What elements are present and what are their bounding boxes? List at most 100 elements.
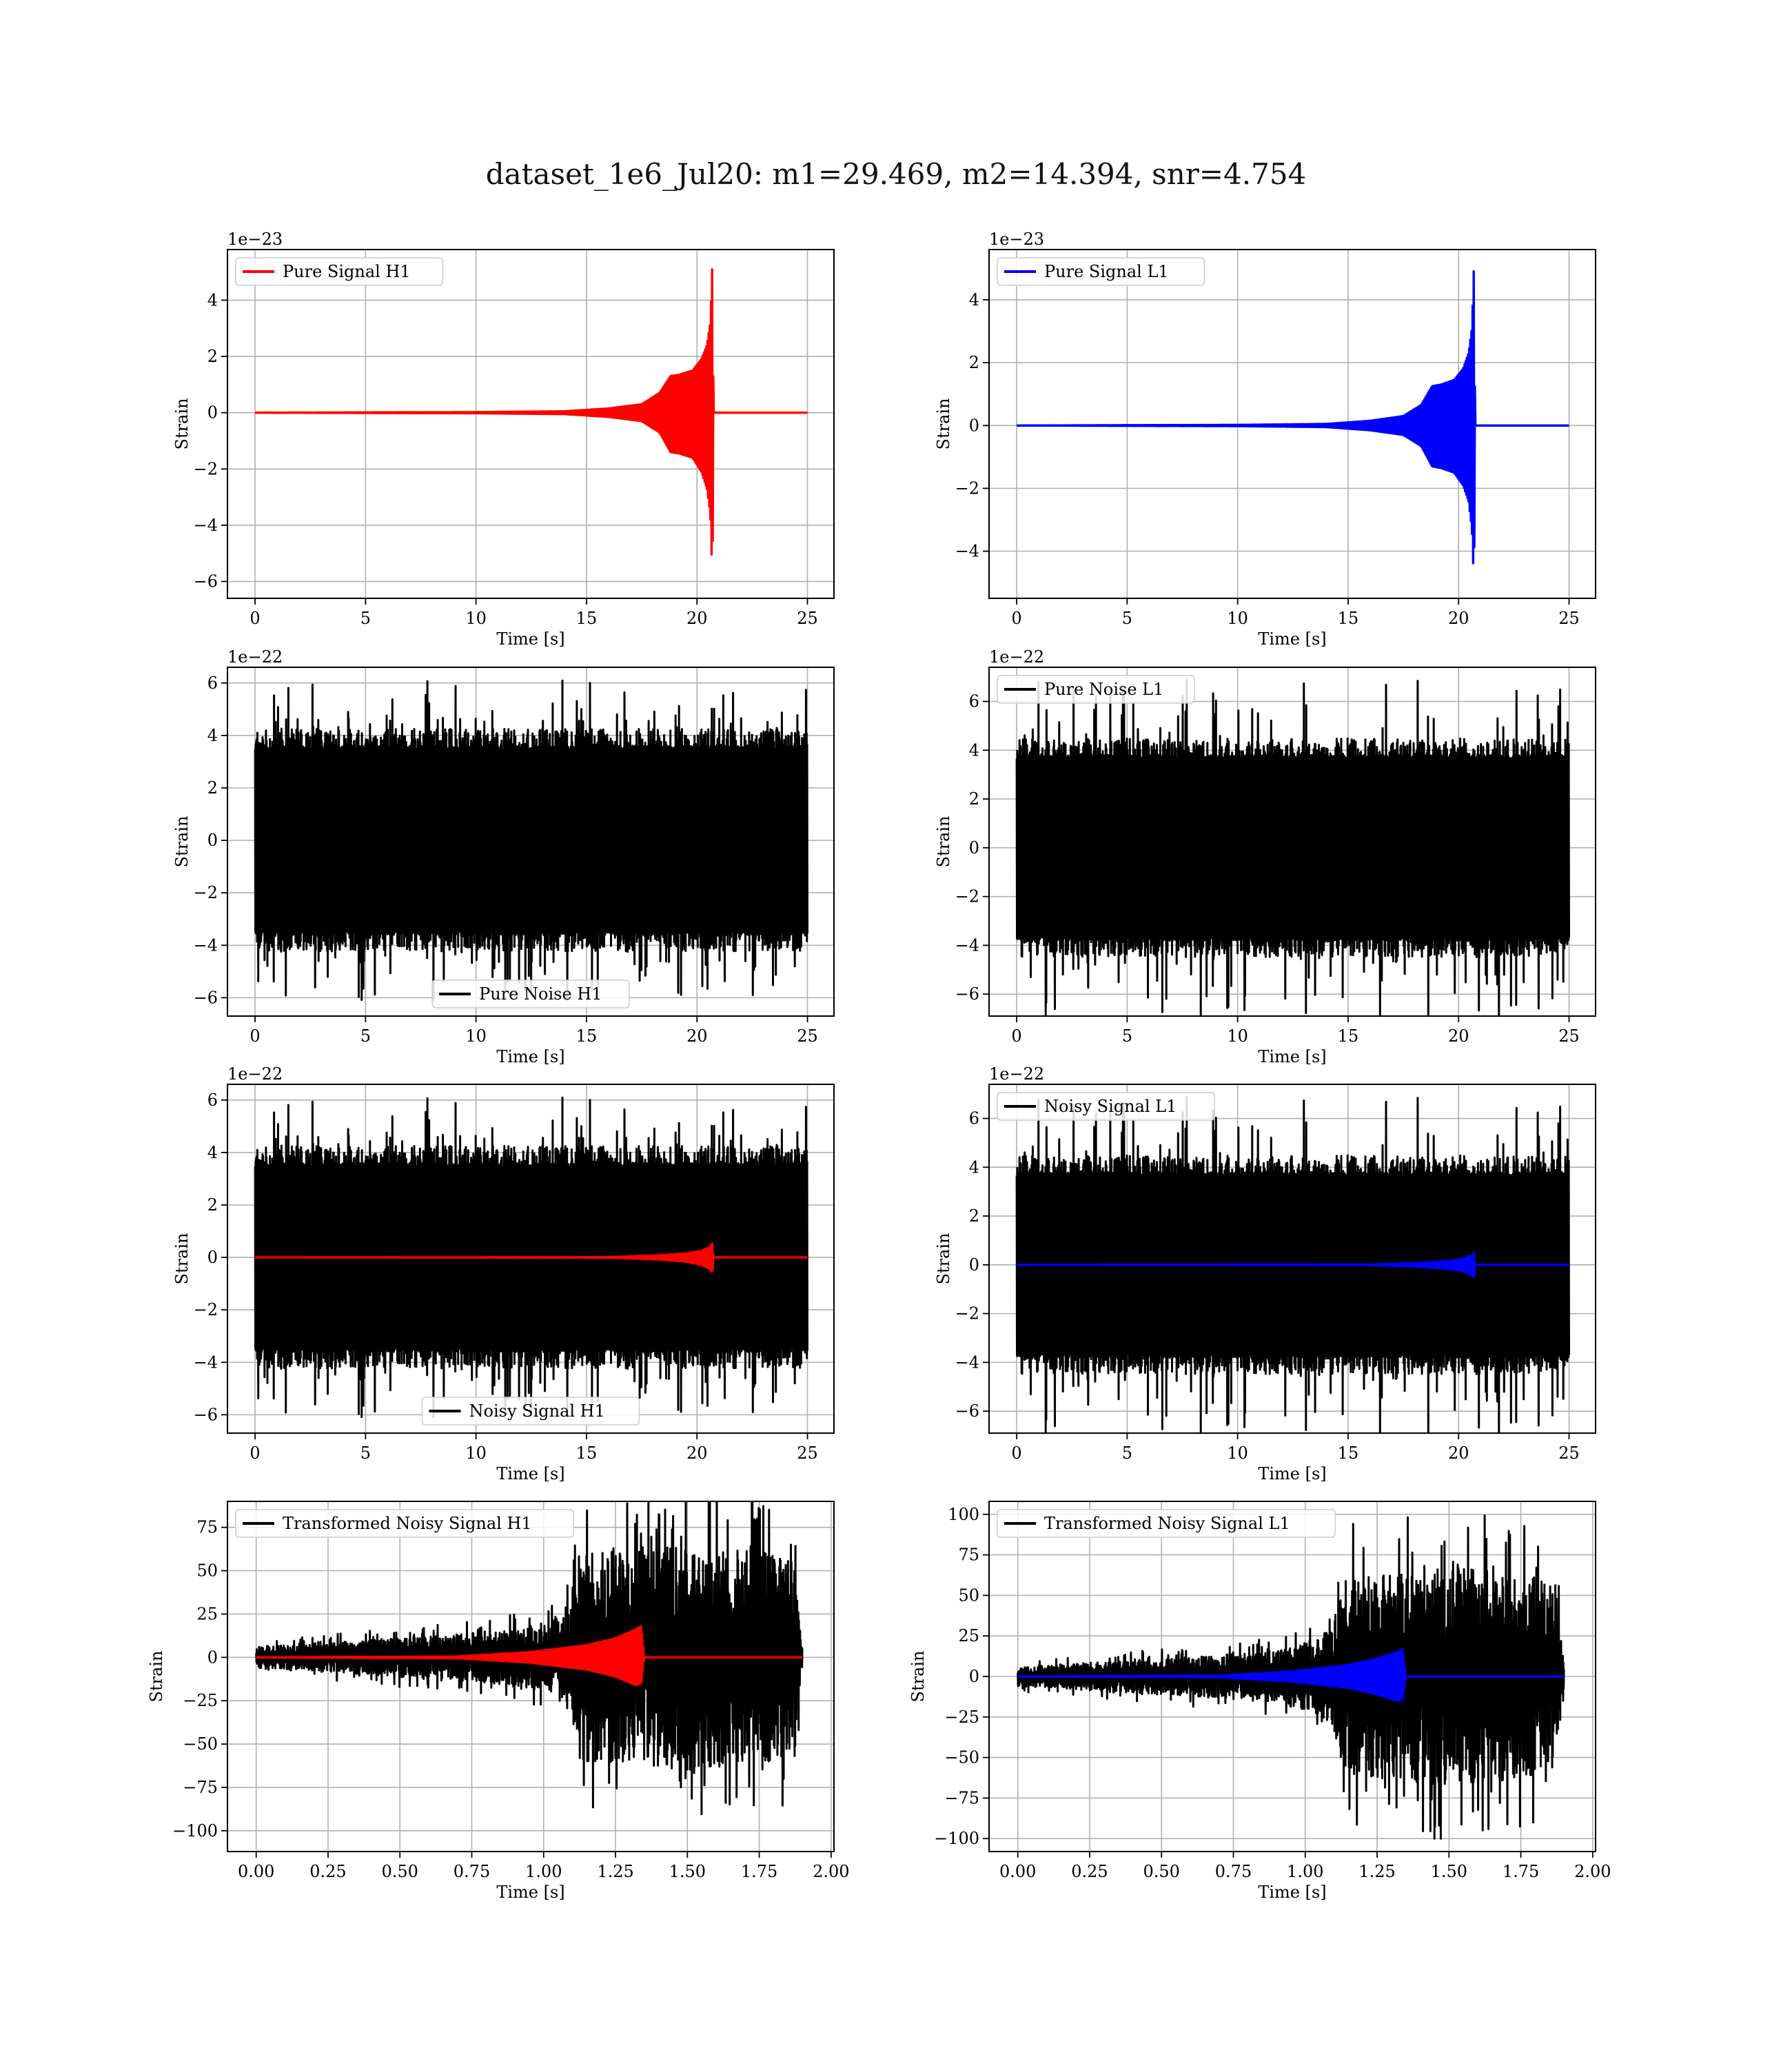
legend-box (431, 980, 630, 1008)
series-group (254, 679, 808, 1002)
axes-frame (988, 1084, 1596, 1434)
axes-frame (227, 667, 835, 1017)
y-axis-label: Strain (172, 816, 192, 868)
legend-box (235, 1509, 574, 1538)
series-group (254, 1096, 808, 1419)
y-tick-label: 2 (969, 789, 979, 809)
series-line-1 (255, 1625, 803, 1687)
series-line-0 (1015, 1096, 1570, 1433)
y-tick-label: 50 (958, 1585, 979, 1605)
subplot-row4-right: 0.00 0.25 0.50 0.75 1.00 1.25 1.50 1.75 2.00 100 7… (908, 1501, 1611, 1902)
series-line-0 (255, 1501, 804, 1816)
y-tick-label: −2 (194, 883, 218, 902)
x-tick-label: 10 (1227, 609, 1248, 628)
x-tick-label: 5 (360, 1443, 371, 1463)
legend: Transformed Noisy Signal L1 (997, 1509, 1336, 1538)
x-tick-label: 0 (250, 609, 260, 628)
legend: Transformed Noisy Signal H1 (235, 1509, 574, 1538)
x-tick-label: 0.75 (1215, 1862, 1252, 1881)
legend: Pure Noise L1 (997, 675, 1195, 704)
axes-frame (988, 249, 1596, 599)
x-tick-label: 0.00 (238, 1862, 274, 1881)
legend-box (997, 1509, 1336, 1538)
y-axis-label: Strain (172, 398, 192, 450)
y-axis-label: Strain (172, 1233, 192, 1285)
y-tick-label: 4 (969, 740, 979, 760)
y-tick-label: −100 (934, 1829, 979, 1848)
series-line-1 (1016, 1252, 1570, 1279)
x-tick-label: 0 (1011, 609, 1021, 628)
x-axis-label: Time [s] (496, 629, 564, 649)
series-line-1 (1017, 1648, 1565, 1702)
figure-title: dataset_1e6_Jul20: m1=29.469, m2=14.394,… (485, 157, 1307, 191)
y-tick-label: 4 (207, 290, 218, 310)
x-tick-label: 0 (250, 1026, 260, 1046)
axes-frame (227, 1084, 835, 1434)
y-tick-label: 2 (207, 347, 218, 366)
x-tick-label: 25 (1558, 1026, 1580, 1046)
x-tick-label: 20 (686, 1026, 708, 1046)
x-tick-label: 25 (1558, 609, 1580, 628)
x-tick-label: 25 (1558, 1443, 1580, 1463)
legend-box (421, 1397, 640, 1426)
offset-text: 1e−22 (227, 1064, 283, 1084)
x-axis-label: Time [s] (1258, 1047, 1326, 1066)
y-tick-label: −6 (194, 988, 218, 1007)
x-tick-label: 25 (797, 1443, 818, 1463)
x-tick-label: 10 (1227, 1026, 1248, 1046)
y-tick-label: −25 (183, 1691, 218, 1710)
x-axis-label: Time [s] (496, 1464, 564, 1483)
offset-text: 1e−23 (989, 230, 1044, 249)
x-tick-label: 5 (360, 1026, 371, 1046)
y-tick-label: −4 (194, 1352, 218, 1372)
x-tick-label: 1.00 (1287, 1862, 1323, 1881)
legend: Noisy Signal H1 (421, 1397, 640, 1426)
y-tick-label: −4 (194, 935, 218, 955)
x-tick-label: 10 (465, 609, 487, 628)
y-tick-label: 2 (969, 1206, 979, 1226)
x-tick-label: 1.50 (669, 1862, 706, 1881)
axes-frame (227, 1501, 835, 1852)
y-tick-label: 4 (207, 1143, 218, 1162)
legend-box (997, 257, 1205, 286)
y-tick-label: 0 (969, 838, 979, 858)
y-tick-label: −50 (944, 1748, 979, 1767)
subplot-row4-left: 0.00 0.25 0.50 0.75 1.00 1.25 1.50 1.75 2.00 75 50… (147, 1501, 850, 1902)
legend-label: Transformed Noisy Signal L1 (1044, 1514, 1290, 1533)
y-axis-label: Strain (934, 816, 953, 868)
offset-text: 1e−22 (989, 1064, 1044, 1084)
x-tick-label: 0 (1011, 1443, 1021, 1463)
y-tick-label: −100 (172, 1821, 218, 1841)
x-tick-label: 20 (686, 609, 708, 628)
x-tick-label: 0 (1011, 1026, 1021, 1046)
x-axis-label: Time [s] (1258, 1883, 1326, 1902)
legend-label: Noisy Signal H1 (469, 1401, 605, 1421)
y-tick-label: 0 (207, 403, 218, 423)
x-tick-label: 5 (1122, 1026, 1132, 1046)
x-tick-label: 0.50 (382, 1862, 418, 1881)
offset-text: 1e−23 (227, 230, 283, 249)
legend-label: Pure Noise H1 (479, 984, 602, 1004)
y-tick-label: 0 (969, 1667, 979, 1686)
x-tick-label: 10 (465, 1443, 487, 1463)
axes-frame (227, 249, 835, 599)
legend-box (997, 675, 1195, 704)
legend: Pure Noise H1 (431, 980, 630, 1008)
x-tick-label: 0.00 (999, 1862, 1036, 1881)
offset-text: 1e−22 (227, 647, 283, 667)
y-tick-label: −2 (955, 887, 979, 906)
y-tick-label: 2 (207, 1195, 218, 1215)
y-axis-label: Strain (908, 1651, 928, 1703)
y-tick-label: 0 (207, 831, 218, 850)
x-tick-label: 15 (1338, 1026, 1359, 1046)
legend: Pure Signal H1 (235, 257, 444, 286)
x-tick-label: 0.75 (454, 1862, 490, 1881)
legend: Noisy Signal L1 (997, 1092, 1215, 1121)
x-tick-label: 1.25 (597, 1862, 633, 1881)
y-tick-label: 6 (207, 673, 218, 693)
x-tick-label: 20 (1448, 609, 1469, 628)
